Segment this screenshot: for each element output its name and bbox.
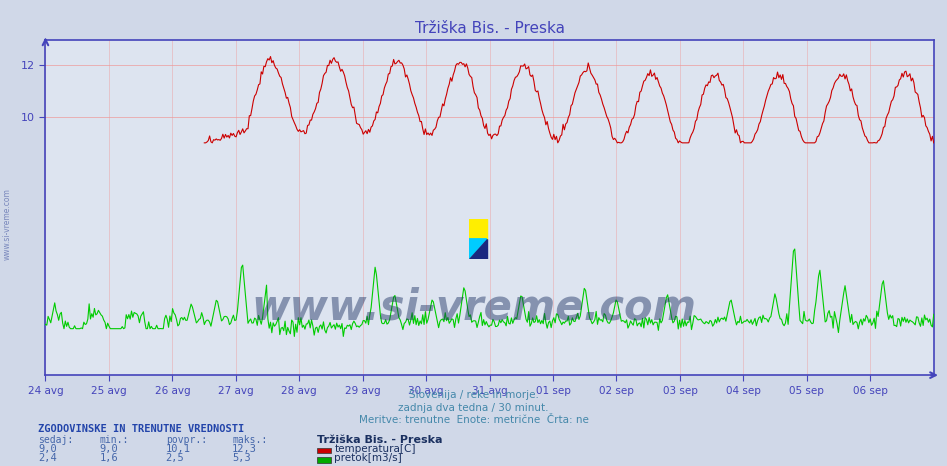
Polygon shape: [469, 239, 487, 259]
Text: zadnja dva tedna / 30 minut.: zadnja dva tedna / 30 minut.: [399, 403, 548, 413]
Text: 9,0: 9,0: [99, 444, 118, 454]
Text: temperatura[C]: temperatura[C]: [334, 444, 416, 454]
Polygon shape: [469, 239, 487, 259]
Text: Slovenija / reke in morje.: Slovenija / reke in morje.: [408, 391, 539, 400]
Text: 2,5: 2,5: [166, 453, 185, 463]
Text: 10,1: 10,1: [166, 444, 190, 454]
Text: sedaj:: sedaj:: [38, 435, 73, 445]
Text: ZGODOVINSKE IN TRENUTNE VREDNOSTI: ZGODOVINSKE IN TRENUTNE VREDNOSTI: [38, 425, 244, 434]
Text: min.:: min.:: [99, 435, 129, 445]
Text: 12,3: 12,3: [232, 444, 257, 454]
Title: Tržiška Bis. - Preska: Tržiška Bis. - Preska: [415, 21, 564, 36]
Text: Meritve: trenutne  Enote: metrične  Črta: ne: Meritve: trenutne Enote: metrične Črta: …: [359, 415, 588, 425]
Bar: [469, 219, 487, 239]
Text: www.si-vreme.com: www.si-vreme.com: [3, 188, 12, 260]
Text: pretok[m3/s]: pretok[m3/s]: [334, 453, 402, 463]
Text: www.si-vreme.com: www.si-vreme.com: [251, 287, 696, 329]
Text: 9,0: 9,0: [38, 444, 57, 454]
Text: povpr.:: povpr.:: [166, 435, 206, 445]
Text: maks.:: maks.:: [232, 435, 267, 445]
Text: 2,4: 2,4: [38, 453, 57, 463]
Text: Tržiška Bis. - Preska: Tržiška Bis. - Preska: [317, 435, 443, 445]
Text: 5,3: 5,3: [232, 453, 251, 463]
Text: 1,6: 1,6: [99, 453, 118, 463]
